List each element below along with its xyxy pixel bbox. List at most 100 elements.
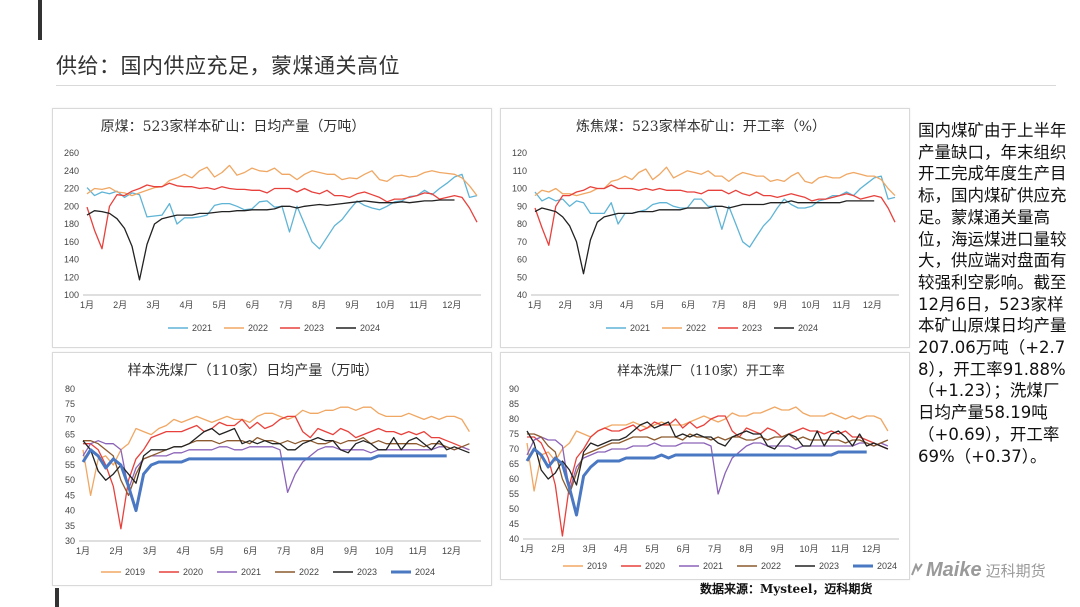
- y-tick-label: 75: [509, 429, 519, 439]
- x-tick-label: 1月: [520, 544, 534, 554]
- x-tick-label: 9月: [773, 300, 787, 310]
- x-tick-label: 4月: [179, 300, 193, 310]
- y-tick-label: 160: [64, 237, 79, 247]
- x-tick-label: 3月: [589, 300, 603, 310]
- legend-label-2024: 2024: [415, 567, 435, 577]
- y-tick-label: 260: [64, 148, 79, 158]
- chart-washery-output: 样本洗煤厂（110家）日均产量（万吨） 30 35 40 45 50 55 60 65 70 75 8…: [52, 352, 492, 586]
- x-tick-label: 5月: [210, 546, 224, 556]
- legend-label-2023: 2023: [304, 323, 324, 333]
- y-tick-label: 50: [65, 475, 75, 485]
- y-tick-label: 100: [512, 184, 527, 194]
- y-tick-label: 200: [64, 201, 79, 211]
- logo-mark-icon: [911, 563, 923, 576]
- legend-label-2021: 2021: [192, 323, 212, 333]
- y-tick-label: 65: [509, 459, 519, 469]
- legend-label-2022: 2022: [299, 567, 319, 577]
- y-tick-label: 100: [64, 290, 79, 300]
- y-tick-label: 45: [65, 490, 75, 500]
- x-tick-label: 2月: [551, 544, 565, 554]
- chart-raw-coal-output-svg: 原煤：523家样本矿山：日均产量（万吨） 100 120 140 160 180 200 22…: [64, 118, 481, 333]
- x-tick-label: 5月: [213, 300, 227, 310]
- x-tick-label: 6月: [246, 300, 260, 310]
- y-tick-label: 60: [509, 474, 519, 484]
- x-tick-label: 9月: [345, 300, 359, 310]
- x-tick-label: 2月: [113, 300, 127, 310]
- y-tick-label: 220: [64, 184, 79, 194]
- series-line-2023: [82, 427, 470, 484]
- y-tick-label: 80: [65, 384, 75, 394]
- x-tick-label: 3月: [143, 546, 157, 556]
- series-line-2019: [526, 406, 889, 492]
- y-tick-label: 80: [509, 414, 519, 424]
- title-divider: [56, 85, 1056, 86]
- x-tick-label: 10月: [801, 300, 820, 310]
- legend-label-2020: 2020: [645, 561, 665, 571]
- chart-title: 原煤：523家样本矿山：日均产量（万吨）: [101, 118, 366, 135]
- x-tick-label: 12月: [863, 300, 882, 310]
- y-tick-label: 40: [517, 290, 527, 300]
- legend-label-2019: 2019: [125, 567, 145, 577]
- legend-label-2024: 2024: [798, 323, 818, 333]
- x-tick-label: 8月: [312, 300, 326, 310]
- y-tick-label: 70: [517, 237, 527, 247]
- y-tick-label: 60: [517, 255, 527, 265]
- y-tick-label: 120: [512, 148, 527, 158]
- logo-latin-text: Maike: [926, 558, 982, 581]
- x-tick-label: 10月: [799, 544, 818, 554]
- x-tick-label: 1月: [80, 300, 94, 310]
- chart-title: 炼焦煤：523家样本矿山：开工率（%）: [576, 118, 826, 135]
- legend-label-2022: 2022: [248, 323, 268, 333]
- series-line-2019: [82, 406, 470, 497]
- series-line-2021: [526, 436, 889, 495]
- x-tick-label: 1月: [528, 300, 542, 310]
- x-tick-label: 7月: [712, 300, 726, 310]
- y-tick-label: 55: [65, 460, 75, 470]
- legend-label-2021: 2021: [241, 567, 261, 577]
- logo-cn-text: 迈科期货: [985, 561, 1046, 580]
- chart-title: 样本洗煤厂（110家）开工率: [617, 363, 785, 379]
- x-tick-label: 10月: [375, 546, 394, 556]
- legend-label-2019: 2019: [587, 561, 607, 571]
- x-tick-label: 9月: [771, 544, 785, 554]
- legend-label-2024: 2024: [360, 323, 380, 333]
- x-tick-label: 7月: [277, 546, 291, 556]
- series-line-2022: [83, 436, 470, 497]
- page-title: 供给：国内供应充足，蒙煤通关高位: [56, 54, 400, 78]
- legend-label-2022: 2022: [761, 561, 781, 571]
- y-tick-label: 110: [513, 166, 527, 176]
- series-line-2023: [86, 182, 478, 250]
- x-tick-label: 3月: [583, 544, 597, 554]
- chart-washery-utilization: 样本洗煤厂（110家）开工率 40 45 50 55 60 65 70 75 80 85 90 1月 2月…: [500, 352, 910, 580]
- x-tick-label: 2月: [109, 546, 123, 556]
- y-tick-label: 70: [509, 444, 519, 454]
- chart-coking-coal-utilization-svg: 炼焦煤：523家样本矿山：开工率（%） 40 50 60 70 80 90 100 110 120…: [512, 118, 899, 333]
- series-line-2020: [83, 415, 470, 530]
- y-tick-label: 75: [65, 399, 75, 409]
- legend-label-2023: 2023: [819, 561, 839, 571]
- x-tick-label: 6月: [681, 300, 695, 310]
- y-tick-label: 70: [65, 414, 75, 424]
- x-tick-label: 12月: [862, 544, 881, 554]
- x-tick-label: 12月: [442, 546, 461, 556]
- series-line-2022: [86, 164, 478, 197]
- series-line-2020: [527, 415, 889, 537]
- x-tick-label: 5月: [645, 544, 659, 554]
- series-line-2024: [81, 448, 447, 513]
- y-tick-label: 240: [64, 166, 79, 176]
- x-tick-label: 8月: [743, 300, 757, 310]
- y-tick-label: 90: [509, 384, 519, 394]
- data-source-note: 数据来源：Mysteel，迈科期货: [700, 582, 873, 596]
- legend-label-2020: 2020: [183, 567, 203, 577]
- commentary-text: 国内煤矿由于上半年产量缺口，年末组织开工完成年度生产目标，国内煤矿供应充足。蒙煤…: [918, 121, 1067, 466]
- x-tick-label: 1月: [76, 546, 90, 556]
- y-tick-label: 55: [509, 489, 519, 499]
- x-tick-label: 8月: [739, 544, 753, 554]
- x-tick-label: 11月: [409, 300, 427, 310]
- x-tick-label: 11月: [832, 300, 850, 310]
- legend-label-2023: 2023: [742, 323, 762, 333]
- x-tick-label: 9月: [344, 546, 358, 556]
- y-tick-label: 65: [65, 430, 75, 440]
- x-tick-label: 7月: [279, 300, 293, 310]
- chart-title: 样本洗煤厂（110家）日均产量（万吨）: [128, 362, 379, 379]
